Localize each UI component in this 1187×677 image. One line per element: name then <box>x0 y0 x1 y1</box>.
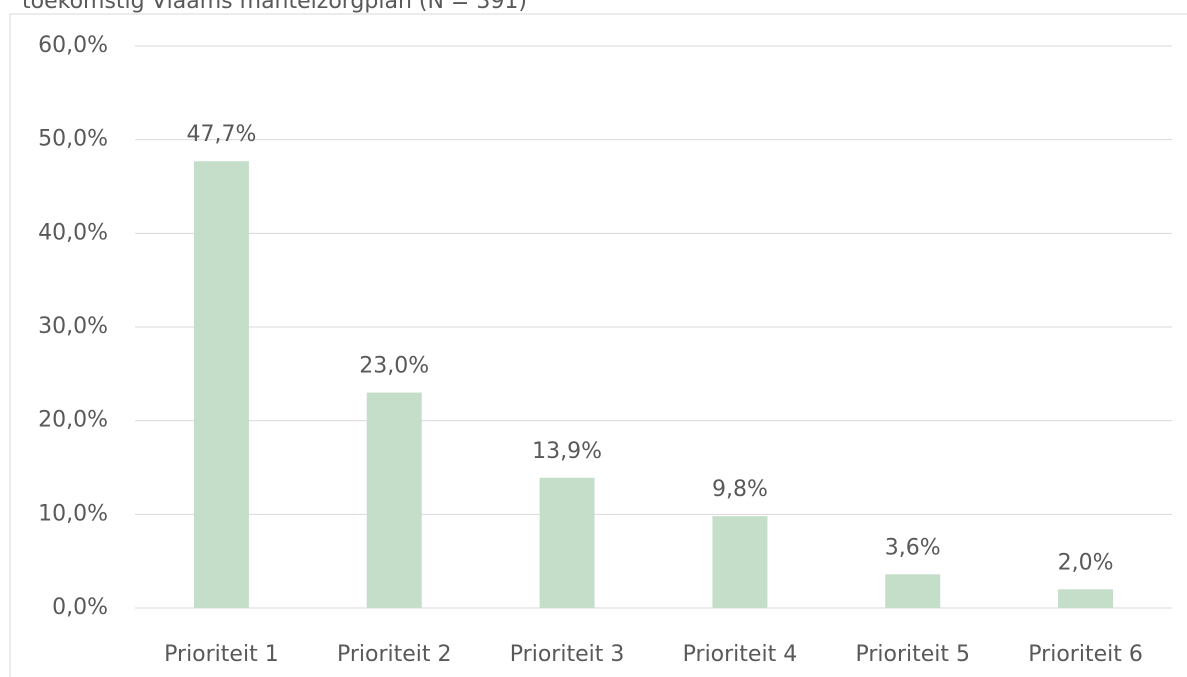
y-tick-label: 60,0% <box>38 33 108 58</box>
data-label: 9,8% <box>712 477 768 502</box>
x-tick-label: Prioriteit 4 <box>683 642 798 667</box>
y-tick-label: 30,0% <box>38 314 108 339</box>
chart-title: toekomstig Vlaams mantelzorgplan (N = 39… <box>22 0 527 14</box>
x-tick-label: Prioriteit 6 <box>1028 642 1143 667</box>
bar <box>366 392 422 608</box>
bar <box>1058 589 1114 608</box>
x-tick-label: Prioriteit 3 <box>510 642 625 667</box>
data-label: 13,9% <box>532 439 602 464</box>
bar <box>885 574 941 608</box>
bar <box>712 516 768 608</box>
x-tick-label: Prioriteit 2 <box>337 642 452 667</box>
data-label: 2,0% <box>1058 550 1114 575</box>
x-tick-label: Prioriteit 1 <box>164 642 279 667</box>
data-label: 47,7% <box>186 122 256 147</box>
chart-border <box>9 13 1187 677</box>
data-label: 3,6% <box>885 535 941 560</box>
bar <box>539 477 595 608</box>
y-tick-label: 20,0% <box>38 408 108 433</box>
x-tick-label: Prioriteit 5 <box>855 642 970 667</box>
y-tick-label: 10,0% <box>38 501 108 526</box>
data-label: 23,0% <box>359 354 429 379</box>
y-tick-label: 0,0% <box>52 595 108 620</box>
bar <box>193 161 249 608</box>
y-tick-label: 50,0% <box>38 127 108 152</box>
y-tick-label: 40,0% <box>38 220 108 245</box>
